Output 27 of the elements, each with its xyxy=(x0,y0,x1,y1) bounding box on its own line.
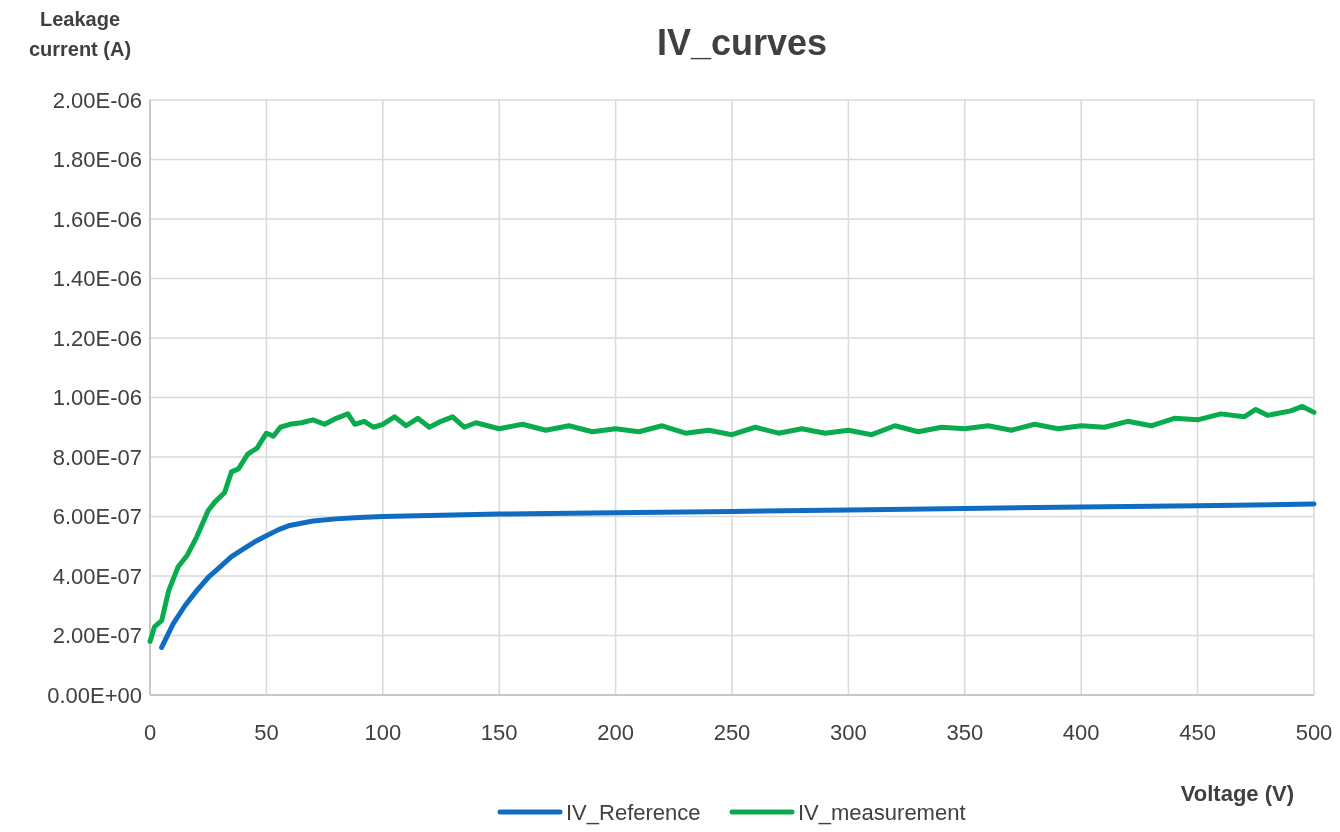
y-tick-label: 0.00E+00 xyxy=(47,682,142,708)
legend-label: IV_measurement xyxy=(798,800,966,825)
y-tick-label: 1.40E-06 xyxy=(52,266,142,292)
y-axis-title: Leakage current (A) xyxy=(28,8,132,60)
legend-label: IV_Reference xyxy=(566,800,701,825)
x-tick-label: 500 xyxy=(1295,720,1333,745)
y-tick-label: 4.00E-07 xyxy=(52,563,142,589)
y-tick-label: 2.00E-06 xyxy=(52,87,142,113)
x-tick-label: 100 xyxy=(364,720,402,745)
x-tick-label: 350 xyxy=(946,720,984,745)
x-tick-label: 400 xyxy=(1062,720,1100,745)
x-tick-label: 300 xyxy=(830,720,867,745)
x-tick-label: 250 xyxy=(713,720,751,745)
x-tick-label: 200 xyxy=(597,720,634,745)
x-tick-label: 150 xyxy=(480,720,518,745)
y-tick-label: 2.00E-07 xyxy=(52,623,142,649)
chart-title: IV_curves xyxy=(656,22,828,63)
y-tick-label: 1.80E-06 xyxy=(52,147,142,173)
x-tick-label: 450 xyxy=(1179,720,1216,745)
x-tick-label: 0 xyxy=(143,720,157,745)
y-tick-label: 6.00E-07 xyxy=(52,504,142,530)
y-tick-label: 1.00E-06 xyxy=(52,385,142,411)
y-tick-label: 8.00E-07 xyxy=(52,444,142,470)
x-axis-title: Voltage (V) xyxy=(1180,781,1294,806)
x-tick-label: 50 xyxy=(254,720,279,745)
y-tick-label: 1.20E-06 xyxy=(52,325,142,351)
y-tick-label: 1.60E-06 xyxy=(52,206,142,232)
